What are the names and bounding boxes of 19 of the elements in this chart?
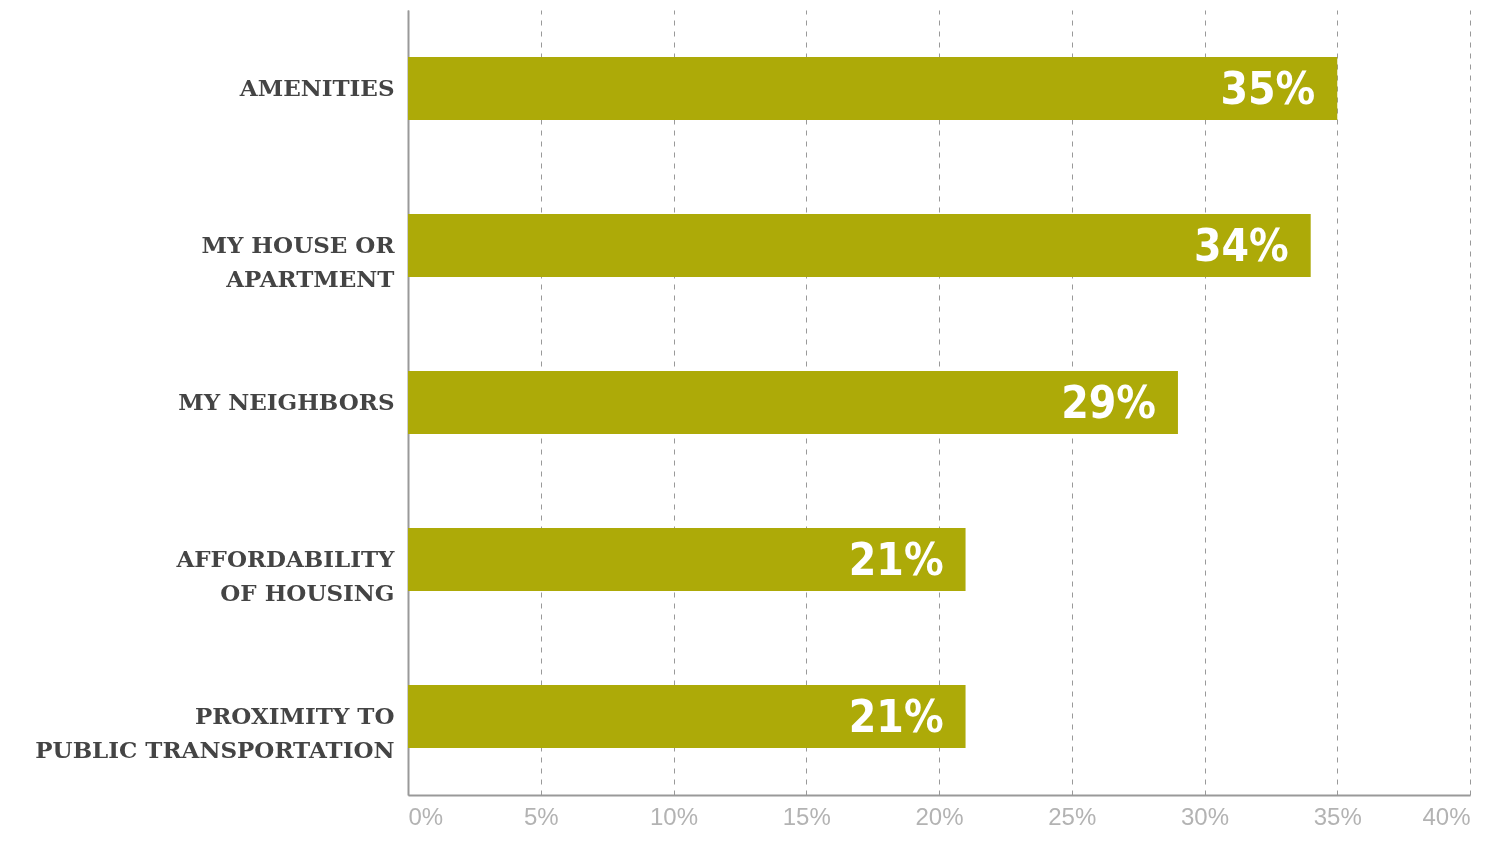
x-tick-label: 20% [915, 802, 964, 830]
data-label: 29% [1061, 376, 1156, 428]
x-tick-label: 40% [1422, 802, 1471, 830]
x-tick-label: 10% [649, 802, 699, 830]
y-tick-label: AFFORDABILITY OF HOUSING [175, 544, 396, 606]
x-tick-label: 0% [408, 802, 444, 830]
y-tick-label: AMENITIES [238, 73, 395, 101]
data-label: 34% [1193, 219, 1289, 271]
data-label: 21% [848, 533, 944, 585]
y-tick-label: PROXIMITY TO PUBLIC TRANSPORTATION [35, 701, 395, 763]
x-tick-label: 5% [523, 802, 559, 830]
x-tick-label: 35% [1313, 802, 1362, 830]
x-tick-label: 15% [782, 802, 831, 830]
data-label: 35% [1220, 62, 1316, 114]
y-tick-label: MY NEIGHBORS [178, 387, 395, 415]
y-tick-label: MY HOUSE OR APARTMENT [201, 230, 396, 292]
x-tick-label: 25% [1048, 802, 1097, 830]
data-label: 21% [848, 690, 944, 742]
x-tick-label: 30% [1180, 802, 1230, 830]
